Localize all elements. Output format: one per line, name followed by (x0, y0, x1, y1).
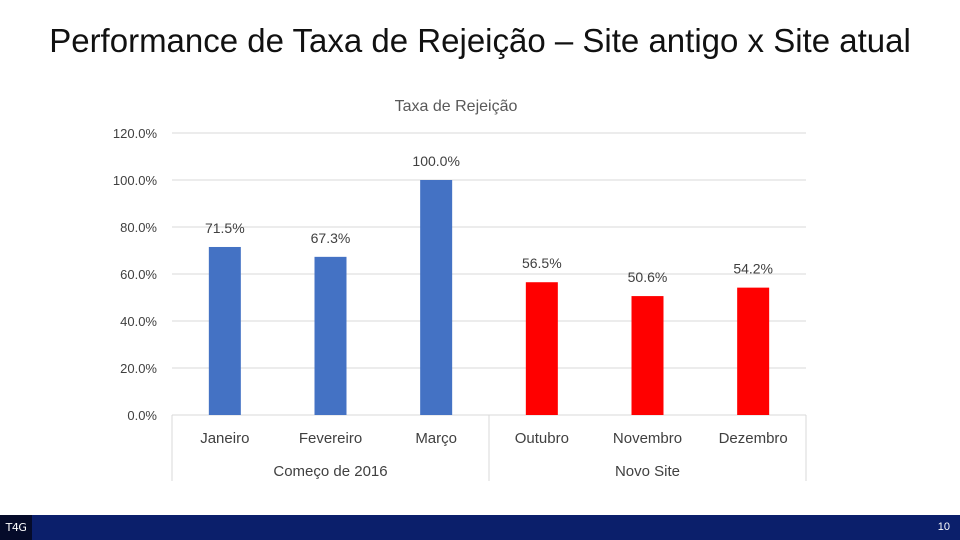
data-label: 67.3% (311, 230, 351, 246)
company-logo: T4G (0, 515, 32, 540)
x-tick-label: Fevereiro (299, 430, 362, 447)
x-tick-label: Outubro (515, 430, 569, 447)
group-label: Começo de 2016 (273, 463, 387, 480)
bar-março (420, 180, 453, 415)
x-tick-label: Dezembro (719, 430, 788, 447)
bar-janeiro (208, 246, 241, 415)
bar-chart: Taxa de Rejeição 0.0% 20.0% 40.0% 60.0% 80.0… (113, 98, 807, 481)
group-label: Novo Site (615, 463, 680, 480)
footer-bar: T4G 10 (0, 515, 960, 540)
data-label: 100.0% (412, 153, 459, 169)
data-label: 54.2% (733, 261, 773, 277)
bar-outubro (525, 282, 558, 415)
data-label: 56.5% (522, 255, 562, 271)
data-label: 71.5% (205, 220, 245, 236)
y-tick-label: 0.0% (127, 408, 157, 423)
y-tick-label: 120.0% (113, 126, 158, 141)
y-tick-label: 20.0% (120, 361, 157, 376)
chart-title: Taxa de Rejeição (395, 98, 518, 115)
y-tick-label: 60.0% (120, 267, 157, 282)
bar-dezembro (737, 287, 770, 415)
data-label: 50.6% (628, 269, 668, 285)
y-tick-label: 100.0% (113, 173, 158, 188)
y-tick-label: 80.0% (120, 220, 157, 235)
x-tick-label: Novembro (613, 430, 682, 447)
bar-fevereiro (314, 256, 347, 415)
x-tick-label: Março (415, 430, 457, 447)
page-number: 10 (937, 521, 950, 533)
x-tick-label: Janeiro (200, 430, 249, 447)
slide-title: Performance de Taxa de Rejeição – Site a… (49, 22, 911, 59)
y-tick-label: 40.0% (120, 314, 157, 329)
bar-novembro (631, 296, 664, 415)
